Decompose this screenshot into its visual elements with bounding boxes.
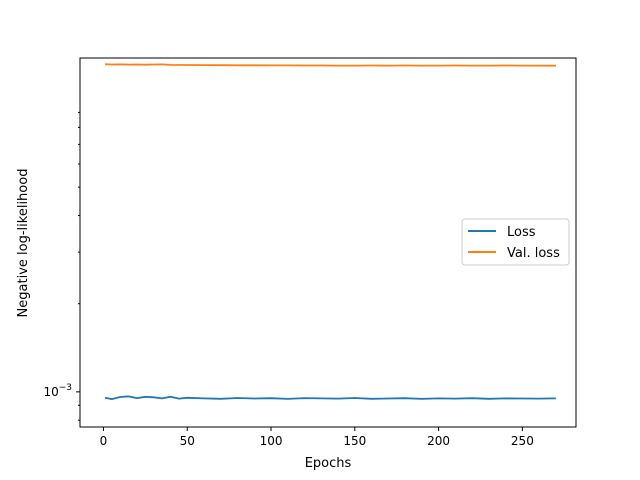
series-line-loss [104,395,556,401]
legend-label-loss: Loss [507,225,536,240]
y-axis-label: Negative log-likelihood [16,169,31,318]
plot-frame [79,57,577,428]
series-line-val-loss [105,63,556,67]
x-ticks: 0 50 100 150 200 250 [100,427,534,448]
legend: Loss Val. loss [461,218,570,266]
legend-label-val-loss: Val. loss [507,246,560,261]
x-axis-label: Epochs [305,456,352,471]
x-tick-label: 100 [260,434,283,448]
x-tick-label: 50 [180,434,195,448]
x-tick-label: 200 [427,434,450,448]
x-tick-label: 250 [511,434,534,448]
y-ticks: 10−3 [43,111,80,421]
x-tick-label: 0 [100,434,108,448]
series-layer [104,63,556,401]
x-tick-label: 150 [343,434,366,448]
y-tick-label: 10−3 [43,383,72,399]
